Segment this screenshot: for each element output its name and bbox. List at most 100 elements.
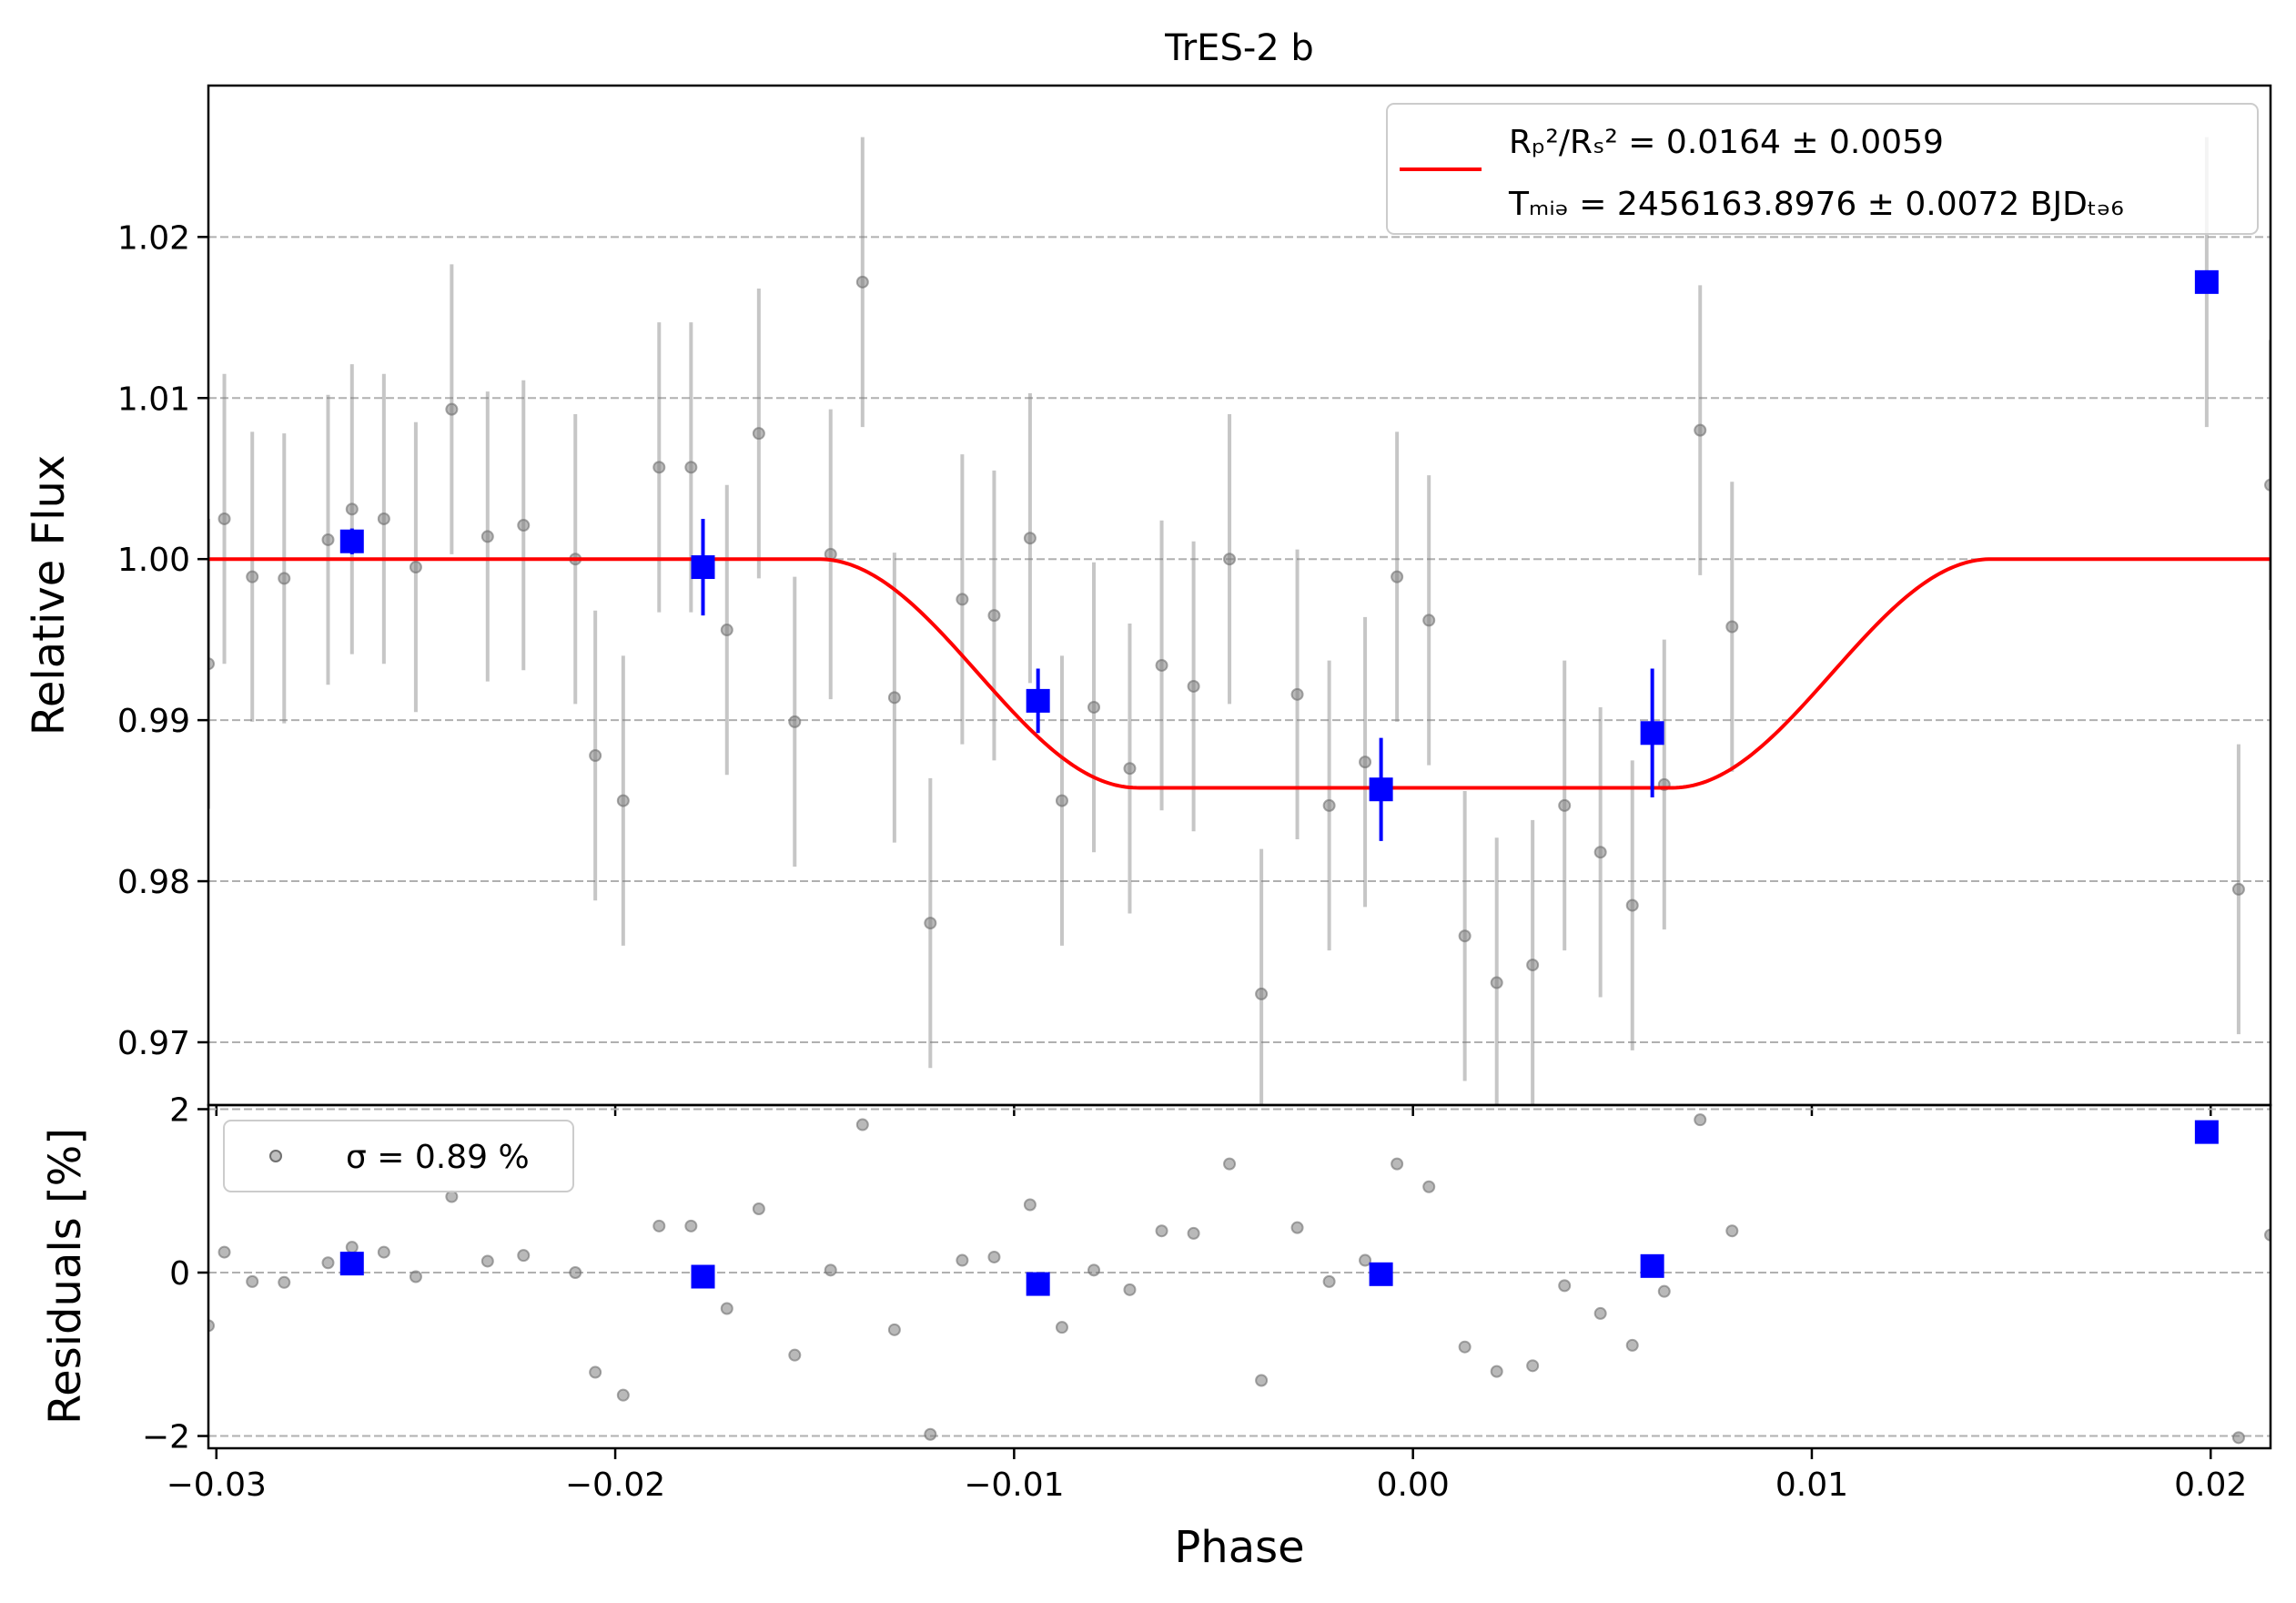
flux-legend: Rₚ²/Rₛ² = 0.0164 ± 0.0059 Tₘᵢₔ = 2456163…	[1386, 103, 2259, 235]
flux-legend-box	[1386, 103, 2259, 235]
flux-legend-label-line1: Rₚ²/Rₛ² = 0.0164 ± 0.0059	[1509, 124, 1944, 161]
flux-y-tick-label: 0.99	[117, 703, 190, 740]
residual-point	[409, 1270, 422, 1283]
flux-point	[1391, 570, 1404, 583]
residual-point	[1657, 1284, 1671, 1298]
residual-point	[1155, 1224, 1168, 1238]
residual-point	[1023, 1198, 1037, 1212]
residuals-axes-frame	[207, 1103, 2272, 1450]
x-tick-label: −0.03	[167, 1466, 267, 1504]
residual-point	[1223, 1157, 1237, 1171]
flux-point	[788, 715, 802, 728]
binned-point	[2194, 269, 2219, 294]
flux-point	[1526, 959, 1540, 972]
residuals-y-tick-label: 0	[169, 1255, 190, 1293]
flux-point	[752, 427, 765, 441]
flux-point	[1593, 846, 1607, 859]
binned-residual-point	[1640, 1253, 1664, 1278]
flux-data	[208, 137, 2271, 1105]
flux-point	[887, 691, 901, 705]
residuals-legend-label: σ = 0.89 %	[346, 1139, 530, 1176]
residuals-grid	[208, 1108, 2271, 1437]
residuals-legend-box	[223, 1120, 574, 1192]
flux-grid	[208, 236, 2271, 1043]
flux-point	[855, 275, 869, 289]
binned-point	[1369, 777, 1393, 802]
residual-point	[956, 1253, 969, 1267]
flux-y-tick-label: 0.97	[117, 1025, 190, 1062]
flux-y-tick-label: 1.02	[117, 219, 190, 257]
flux-point	[589, 749, 602, 763]
flux-point	[377, 512, 390, 525]
flux-point	[321, 533, 335, 546]
residual-point	[1391, 1157, 1404, 1171]
flux-point	[1023, 532, 1037, 545]
binned-residual-point	[691, 1264, 715, 1289]
residual-point	[824, 1263, 837, 1277]
residual-point	[569, 1266, 582, 1280]
residual-point	[616, 1388, 630, 1402]
chart-title: TrES-2 b	[1164, 27, 1314, 69]
flux-panel: 0.97 0.98 0.99 1.00 1.01 1.02 Relative Flux	[24, 84, 2272, 1116]
residual-point	[2231, 1431, 2245, 1445]
residual-point	[246, 1274, 259, 1288]
binned-residual-point	[1369, 1262, 1393, 1286]
flux-point	[924, 917, 937, 930]
flux-y-axis-label: Relative Flux	[24, 455, 75, 736]
residual-point	[987, 1250, 1001, 1263]
residual-point	[1458, 1340, 1472, 1354]
x-tick-label: −0.02	[565, 1466, 665, 1504]
residual-point	[1725, 1224, 1739, 1238]
flux-point	[956, 593, 969, 606]
flux-point	[1223, 553, 1237, 566]
flux-y-tick-label: 1.00	[117, 542, 190, 579]
flux-point	[652, 461, 666, 474]
residual-point	[445, 1190, 459, 1203]
residual-point	[589, 1365, 602, 1379]
flux-point	[1055, 794, 1068, 807]
residuals-panel: −2 0 2 −0.03 −0.02 −0.01 0.00 0.01 0.02 Residual…	[40, 1091, 2272, 1573]
flux-point	[1123, 762, 1137, 776]
flux-point	[1625, 898, 1639, 912]
residuals-y-tick-label: 2	[169, 1091, 190, 1129]
residual-point	[1625, 1338, 1639, 1352]
residual-point	[1422, 1180, 1436, 1193]
flux-axes-frame	[207, 84, 2272, 1107]
flux-point	[1187, 679, 1200, 693]
residual-point	[517, 1249, 531, 1263]
binned-residual-point	[2194, 1120, 2219, 1144]
flux-point	[1290, 687, 1304, 701]
residual-point	[1290, 1221, 1304, 1234]
flux-point	[1725, 620, 1739, 634]
residual-point	[480, 1254, 494, 1268]
flux-point	[1490, 976, 1503, 989]
flux-y-tick-label: 1.01	[117, 380, 190, 418]
residuals-legend-marker	[269, 1150, 282, 1162]
flux-point	[345, 502, 359, 516]
flux-point	[1558, 798, 1572, 812]
residual-point	[752, 1202, 765, 1215]
x-tick-label: −0.01	[964, 1466, 1064, 1504]
residual-point	[1055, 1321, 1068, 1334]
flux-point	[1322, 798, 1336, 812]
flux-y-tick-label: 0.98	[117, 864, 190, 901]
flux-point	[616, 794, 630, 807]
flux-point	[987, 609, 1001, 623]
residual-point	[208, 1319, 215, 1333]
residual-point	[788, 1348, 802, 1362]
residual-point	[1694, 1113, 1707, 1127]
residual-point	[217, 1245, 231, 1259]
flux-point	[1255, 987, 1269, 1000]
residual-point	[720, 1302, 733, 1315]
transit-model-curve	[208, 557, 2271, 790]
binned-point	[1026, 688, 1050, 713]
binned-residual-point	[339, 1252, 364, 1276]
flux-point	[1359, 756, 1372, 769]
x-axis-label: Phase	[1174, 1522, 1304, 1573]
flux-point	[445, 402, 459, 416]
residual-point	[1558, 1279, 1572, 1293]
flux-point	[1422, 614, 1436, 627]
flux-point	[1087, 700, 1101, 714]
flux-legend-label-line2: Tₘᵢₔ = 2456163.8976 ± 0.0072 BJDₜₔ₆	[1508, 186, 2124, 223]
residual-point	[1255, 1374, 1269, 1387]
